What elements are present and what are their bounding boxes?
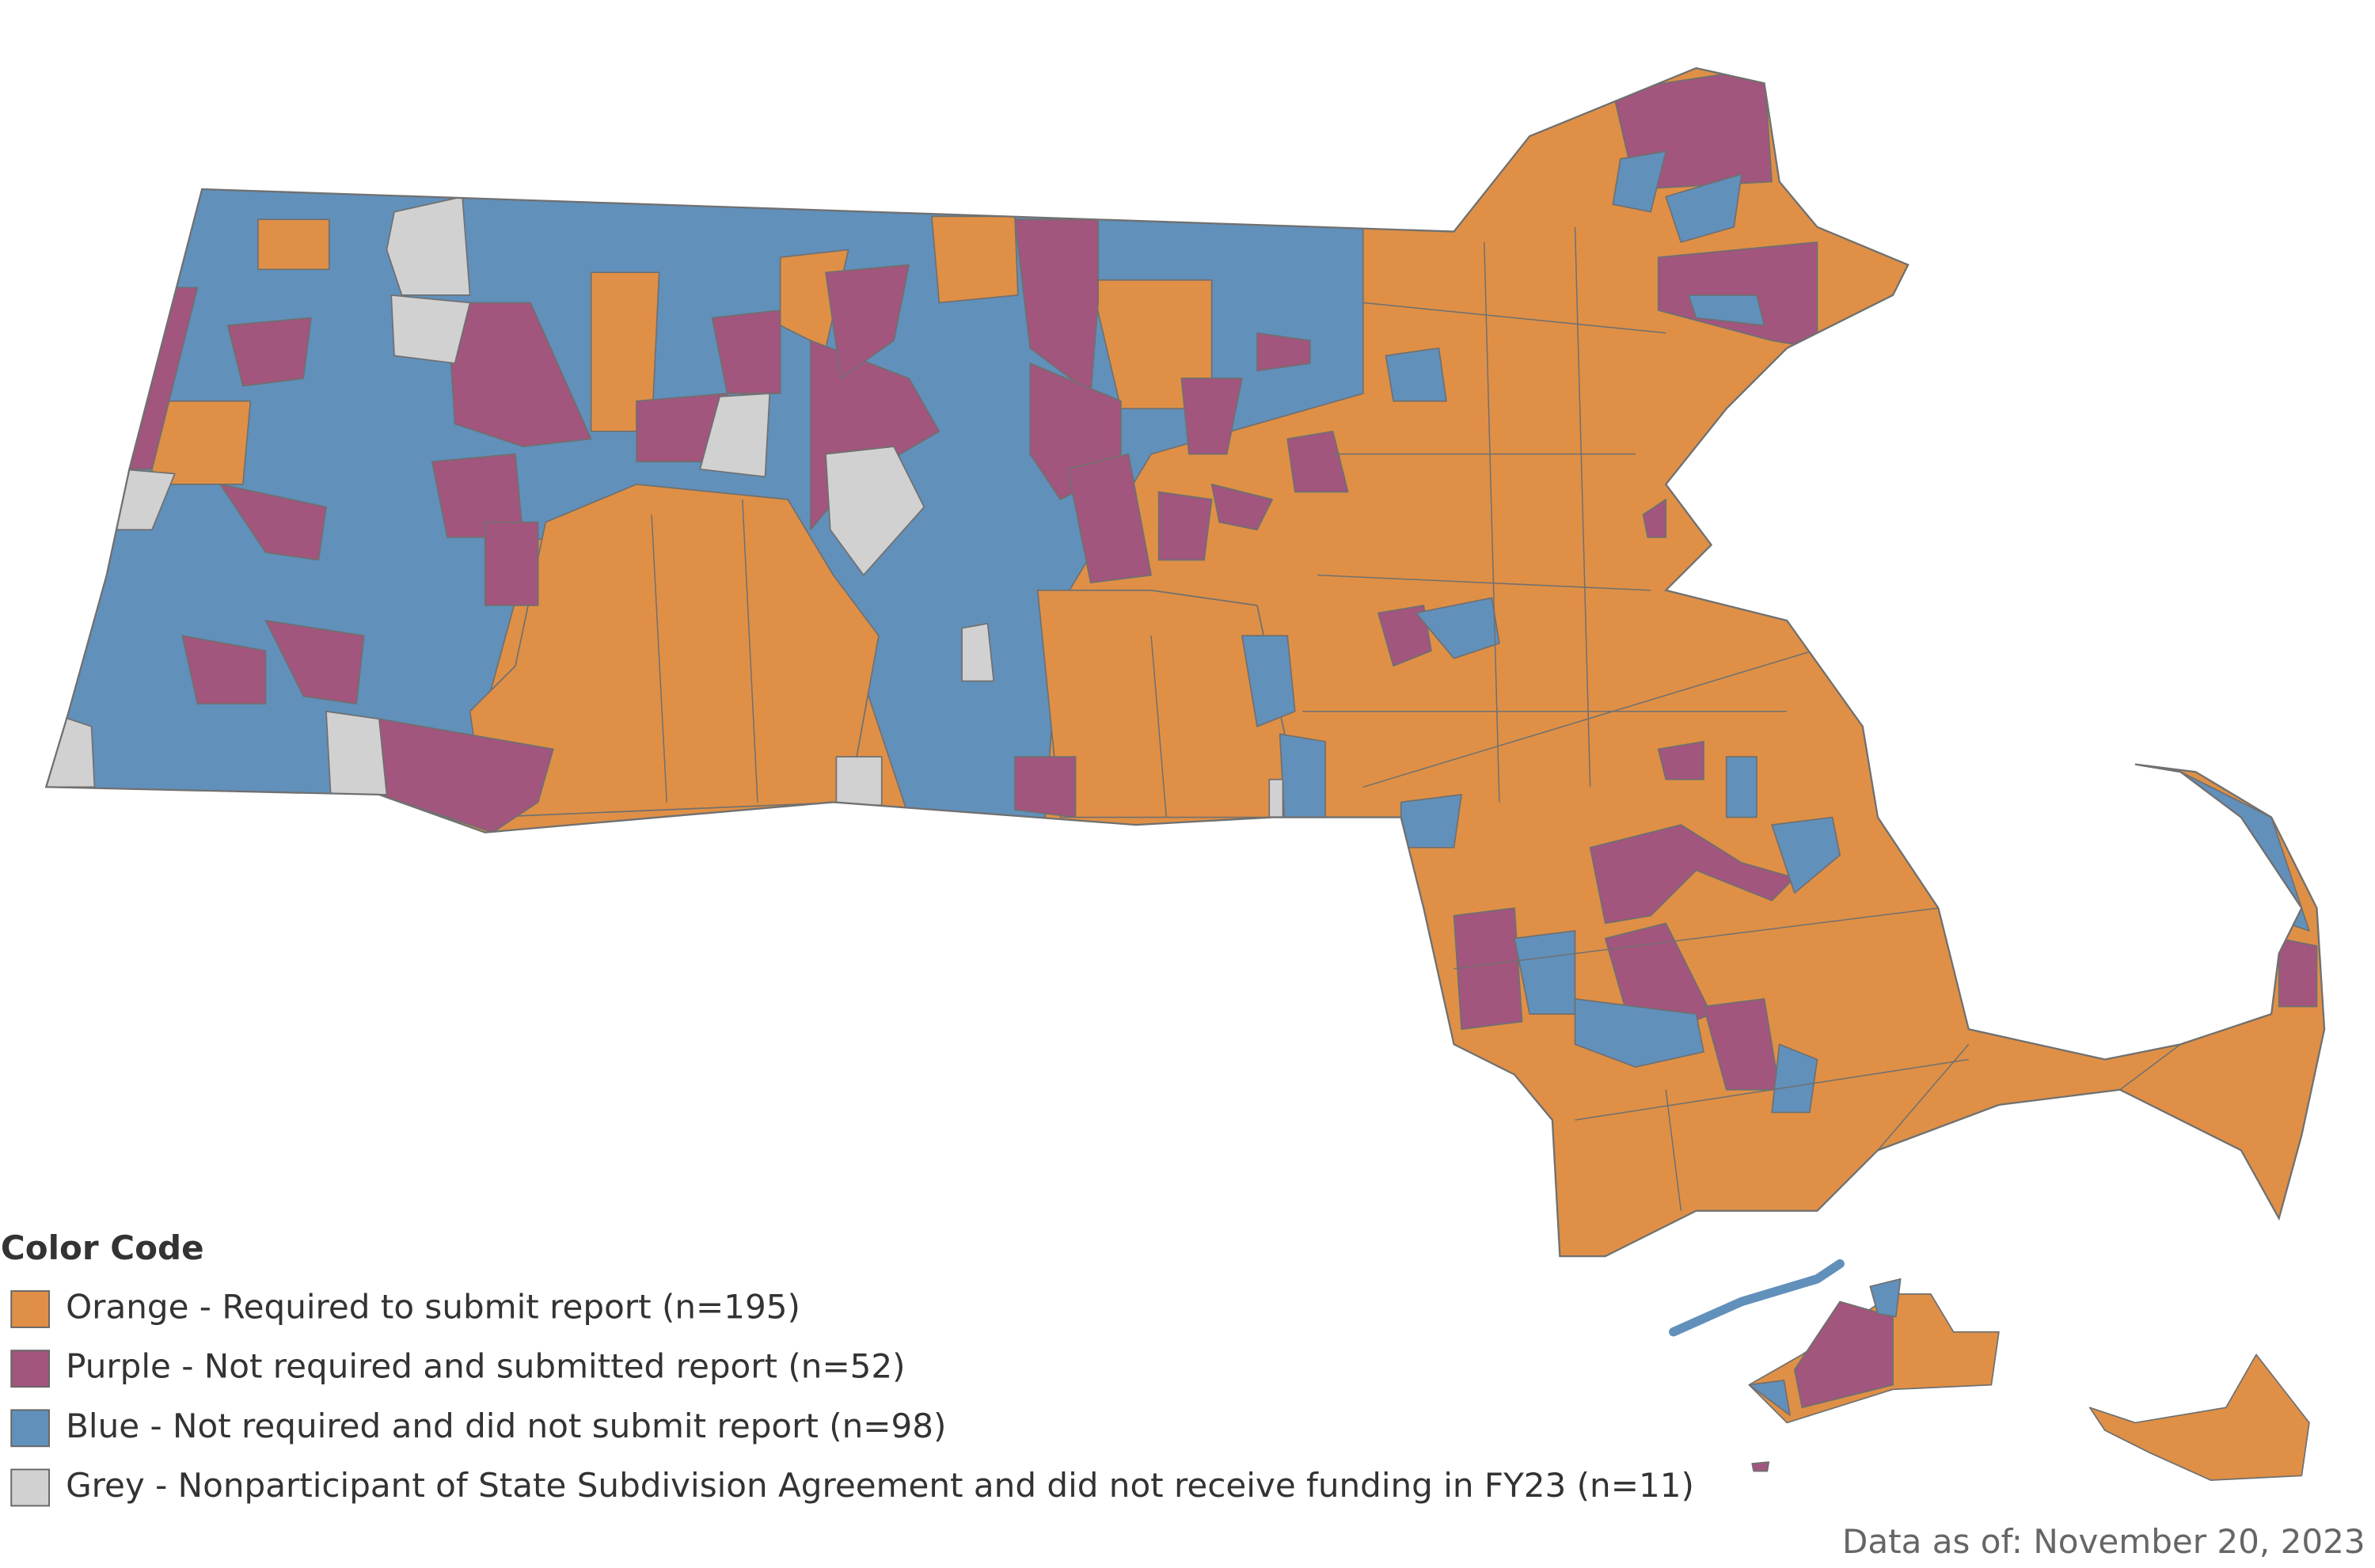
region [446,302,592,447]
orange-regions [151,215,1304,818]
legend: Color Code Orange - Required to submit r… [1,1228,1694,1507]
region [1574,998,1704,1068]
state-outline [44,66,2326,1258]
region [1657,741,1704,780]
region [2179,771,2310,932]
region [961,622,995,682]
region [1665,173,1742,243]
region [1014,756,1077,818]
data-note: Data as of: November 20, 2023 [1842,1522,2366,1561]
region [825,446,925,576]
region [469,484,880,818]
region [1067,453,1152,584]
legend-swatch [10,1350,51,1388]
region [484,521,539,606]
nantucket [2088,1353,2310,1481]
region [1748,1380,1791,1416]
region [1415,597,1500,659]
region [1400,794,1462,849]
purple-regions [128,68,2318,1091]
region [1612,150,1667,213]
region [1385,347,1447,402]
grey-regions [46,196,1284,818]
region [1642,499,1667,538]
legend-label: Orange - Required to submit report (n=19… [66,1288,800,1327]
region [1453,907,1523,1031]
region [264,620,365,705]
region [1771,816,1841,894]
legend-swatch [10,1468,51,1507]
region [1725,756,1758,818]
region [711,309,781,395]
region [1869,1278,1902,1318]
legend-label: Purple - Not required and submitted repo… [66,1347,905,1386]
region [1793,1300,1894,1409]
region [1286,431,1349,493]
region [1268,778,1284,818]
region [386,196,471,296]
islands [1669,1259,2310,1481]
region [1180,378,1243,455]
region [181,635,267,705]
region [325,710,388,795]
region [699,393,771,478]
legend-label: Grey - Nonparticipant of State Subdivisi… [66,1466,1694,1505]
region [1688,294,1765,326]
region [1589,824,1796,924]
region [1241,635,1296,727]
legend-swatch [10,1290,51,1328]
region [835,756,883,807]
region [257,218,330,271]
region [930,215,1019,304]
legend-swatch [10,1409,51,1448]
region [2278,937,2318,1008]
region [219,484,327,561]
legend-label: Blue - Not required and did not submit r… [66,1407,946,1445]
region [1378,605,1432,667]
region [1279,733,1326,818]
legend-title: Color Code [1,1228,204,1267]
region [1157,491,1213,561]
town-borders [651,226,2181,1211]
region [390,294,471,364]
region [825,264,910,379]
region [151,400,252,485]
blue-regions [1241,150,2310,1114]
region [1256,332,1311,372]
region [1751,1461,1770,1472]
region [1210,484,1273,531]
region [226,317,312,387]
elizabeth-islands [1669,1259,1845,1337]
